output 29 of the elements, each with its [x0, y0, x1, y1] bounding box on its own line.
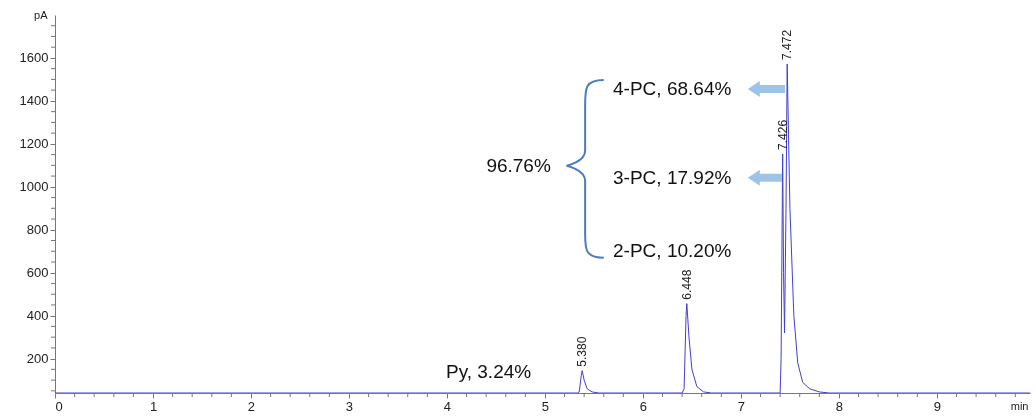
y-tick-label: 1400 — [19, 93, 49, 109]
annotation: 2-PC, 10.20% — [613, 240, 732, 262]
x-tick-label: 2 — [247, 398, 256, 414]
y-axis-title: pA — [34, 8, 49, 21]
x-tick-label: 9 — [933, 398, 942, 414]
y-tick-label: 800 — [26, 222, 49, 238]
annotation: 3-PC, 17.92% — [613, 167, 732, 189]
annotation: 4-PC, 68.64% — [613, 77, 732, 99]
annotation: 7.472 — [780, 29, 795, 60]
y-tick-label: 400 — [26, 308, 49, 324]
x-tick-label: 3 — [345, 398, 354, 414]
y-tick-label: 200 — [26, 351, 49, 367]
y-tick-label: 600 — [26, 265, 49, 281]
annotation: 7.426 — [775, 119, 790, 150]
x-tick-label: 5 — [541, 398, 550, 414]
x-tick-label: 1 — [149, 398, 158, 414]
y-tick-label: 1000 — [19, 179, 49, 195]
annotation: Py, 3.24% — [445, 360, 532, 382]
annotation: 5.380 — [575, 336, 590, 367]
y-tick-label: 1200 — [19, 136, 49, 152]
x-tick-label: 4 — [443, 398, 452, 414]
x-tick-label: 7 — [737, 398, 746, 414]
annotation: 6.448 — [679, 269, 694, 300]
x-tick-label: 8 — [835, 398, 844, 414]
y-tick-label: 1600 — [19, 50, 49, 66]
x-tick-label: 0 — [55, 398, 63, 414]
annotation: 96.76% — [486, 154, 551, 176]
x-tick-label: 6 — [639, 398, 648, 414]
x-axis-title: min — [1010, 399, 1029, 412]
